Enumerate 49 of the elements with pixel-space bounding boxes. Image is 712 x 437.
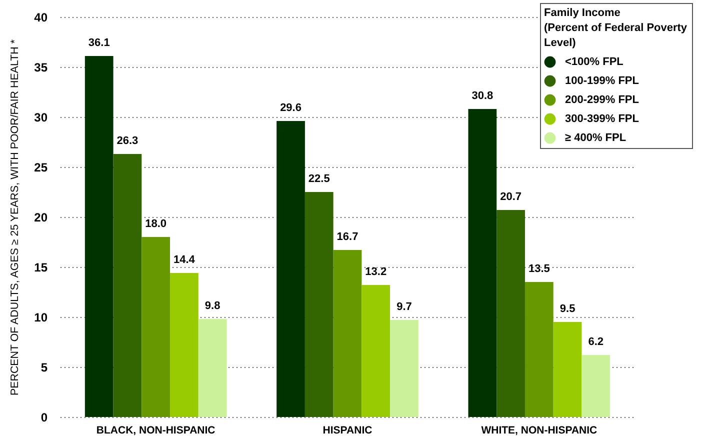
legend-label: 200-299% FPL — [565, 94, 640, 106]
data-label: 13.5 — [528, 263, 550, 275]
data-label: 9.8 — [204, 300, 220, 312]
legend-label: 100-199% FPL — [565, 75, 640, 87]
data-label: 13.2 — [365, 266, 387, 278]
legend-title: Family Income (Percent of Federal Poverty Level) — [544, 7, 688, 49]
bar — [496, 210, 525, 417]
data-label: 22.5 — [308, 173, 330, 185]
y-tick-label: 15 — [34, 260, 48, 274]
data-label: 30.8 — [472, 90, 494, 102]
bar — [113, 154, 142, 417]
data-label: 36.1 — [88, 37, 110, 49]
x-tick-label: WHITE, NON-HISPANIC — [481, 424, 598, 436]
x-tick-label: HISPANIC — [322, 424, 373, 436]
y-tick-label: 20 — [34, 210, 48, 224]
bar — [170, 273, 198, 417]
data-label: 6.2 — [588, 336, 604, 348]
y-tick-label: 30 — [34, 110, 48, 124]
y-tick-label: 0 — [40, 410, 48, 424]
y-tick-label: 35 — [34, 60, 48, 74]
bar — [362, 285, 390, 417]
bar — [553, 322, 582, 417]
bar — [276, 121, 305, 417]
bar — [468, 109, 497, 417]
bar — [582, 355, 610, 417]
y-tick-label: 10 — [34, 310, 48, 324]
data-label: 26.3 — [116, 135, 138, 147]
bar — [524, 282, 554, 417]
bar — [333, 250, 362, 417]
bar — [198, 319, 227, 417]
data-label: 29.6 — [280, 102, 302, 114]
x-tick-label: BLACK, NON-HISPANIC — [96, 424, 216, 436]
y-tick-label: 40 — [34, 10, 48, 24]
bar — [390, 320, 418, 417]
bar — [304, 192, 334, 417]
bar — [142, 237, 170, 417]
data-label: 14.4 — [173, 254, 196, 266]
legend-label: ≥ 400% FPL — [565, 132, 626, 144]
bar — [84, 56, 114, 417]
y-tick-label: 25 — [34, 160, 48, 174]
data-label: 16.7 — [336, 231, 358, 243]
data-label: 20.7 — [500, 191, 522, 203]
legend-label: <100% FPL — [565, 56, 624, 68]
legend-label: 300-399% FPL — [565, 113, 640, 125]
data-label: 9.5 — [560, 303, 576, 315]
y-tick-label: 5 — [40, 360, 48, 374]
y-axis-title: PERCENT OF ADULTS, AGES ≥ 25 YEARS, WITH POOR/FAIR HEALTH * — [9, 39, 22, 396]
data-label: 9.7 — [396, 301, 412, 313]
data-label: 18.0 — [145, 218, 167, 230]
